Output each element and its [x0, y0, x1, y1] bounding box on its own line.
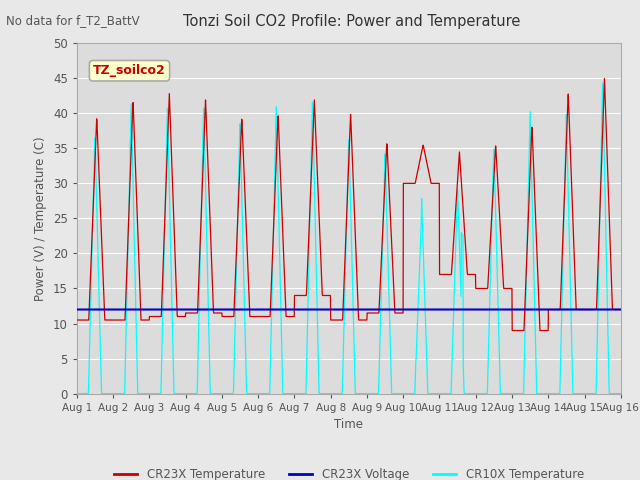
Text: TZ_soilco2: TZ_soilco2	[93, 64, 166, 77]
Text: No data for f_T2_BattV: No data for f_T2_BattV	[6, 14, 140, 27]
X-axis label: Time: Time	[334, 418, 364, 431]
Y-axis label: Power (V) / Temperature (C): Power (V) / Temperature (C)	[35, 136, 47, 300]
Text: Tonzi Soil CO2 Profile: Power and Temperature: Tonzi Soil CO2 Profile: Power and Temper…	[183, 14, 521, 29]
Legend: CR23X Temperature, CR23X Voltage, CR10X Temperature: CR23X Temperature, CR23X Voltage, CR10X …	[109, 463, 589, 480]
